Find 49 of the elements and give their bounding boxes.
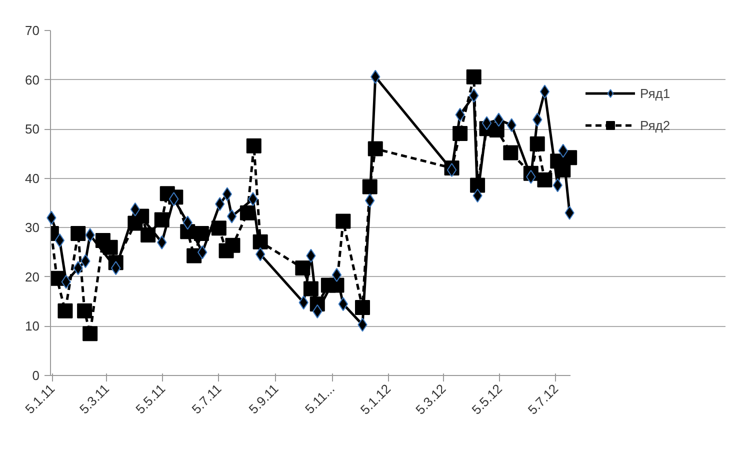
point	[246, 138, 262, 154]
legend-label: Ряд2	[640, 118, 670, 132]
point	[470, 178, 486, 193]
y-tick-label: 60	[25, 72, 40, 88]
point	[252, 234, 268, 250]
legend-label: Ряд1	[640, 86, 670, 100]
point	[70, 226, 86, 242]
point	[466, 69, 482, 84]
point	[336, 214, 351, 229]
point	[130, 202, 140, 216]
point	[186, 248, 202, 264]
point	[489, 122, 504, 138]
point	[168, 192, 179, 206]
point	[58, 303, 73, 318]
point	[540, 84, 550, 99]
point	[211, 220, 226, 236]
point	[240, 205, 255, 220]
point	[362, 179, 378, 194]
point	[54, 233, 65, 248]
point	[140, 228, 156, 243]
y-tick-label: 50	[25, 122, 40, 137]
point	[530, 136, 545, 152]
point	[537, 172, 552, 188]
point	[482, 116, 492, 130]
y-tick-label: 20	[25, 269, 40, 284]
point	[77, 303, 92, 318]
point	[50, 270, 64, 286]
point	[503, 145, 518, 160]
y-tick-label: 40	[25, 170, 40, 186]
point	[102, 240, 118, 255]
point	[225, 238, 240, 253]
point	[194, 226, 209, 242]
point	[303, 281, 318, 296]
point	[329, 278, 344, 293]
point	[452, 126, 468, 142]
point	[355, 300, 370, 315]
y-tick-label: 0	[32, 368, 40, 383]
point	[494, 112, 504, 127]
point	[226, 209, 237, 224]
point	[368, 141, 383, 156]
point	[338, 297, 348, 312]
y-tick-label: 70	[25, 23, 40, 38]
point	[222, 187, 232, 202]
y-tick-label: 10	[25, 318, 40, 334]
point	[154, 212, 170, 228]
point	[332, 268, 342, 282]
point	[82, 326, 98, 342]
y-tick-label: 30	[25, 220, 40, 236]
point	[295, 260, 310, 276]
